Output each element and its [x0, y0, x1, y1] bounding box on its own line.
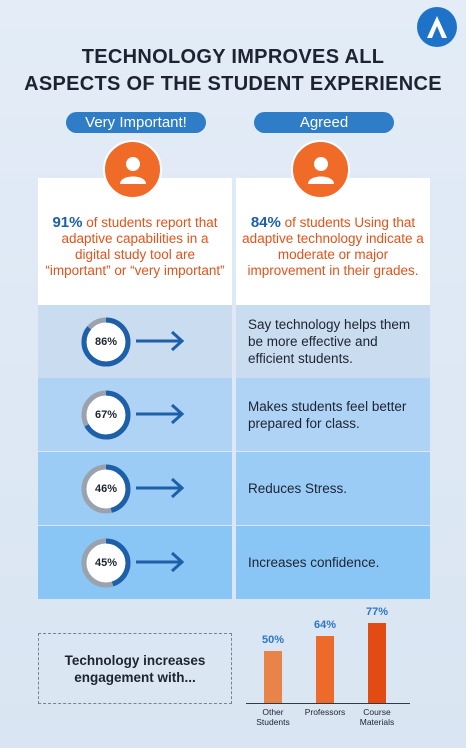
bar-value-label: 50%: [261, 634, 285, 646]
stat-row: 46% Reduces Stress.: [38, 452, 430, 525]
stat-row: 67% Makes students feel better prepared …: [38, 378, 430, 451]
engagement-box: Technology increases engagement with...: [38, 633, 232, 704]
very-important-pill: Very Important!: [66, 112, 206, 133]
bar-value-label: 64%: [313, 619, 337, 632]
bar: [316, 636, 334, 703]
user-silhouette-icon: [103, 140, 162, 199]
progress-ring-fill: [81, 317, 131, 367]
bar-category-label: Course Materials: [359, 707, 395, 727]
title-line-1: TECHNOLOGY IMPROVES ALL: [81, 46, 385, 68]
bar-value-label: 77%: [365, 605, 389, 618]
progress-ring: [81, 464, 131, 514]
bar-category-label: Professors: [304, 707, 346, 717]
bar: [368, 622, 386, 703]
stat-row-text: Reduces Stress.: [248, 481, 348, 496]
progress-ring-label: 86%: [94, 336, 118, 348]
user-silhouette-icon: [291, 140, 350, 199]
right-arrow-icon: [136, 477, 185, 499]
chart-baseline: [246, 703, 410, 704]
stat-card-left: 91% of students report that adaptive cap…: [38, 178, 232, 305]
progress-ring-fill: [81, 538, 131, 588]
progress-ring-label: 67%: [94, 409, 118, 421]
bar-category-label: Other Students: [256, 707, 290, 727]
progress-ring-label: 46%: [94, 483, 118, 495]
stat-card-right-text: 84% of students Using that adaptive tech…: [242, 215, 424, 279]
stat-row-text: Say technology helps them be more effect…: [248, 317, 411, 366]
progress-ring-fill: [81, 464, 131, 514]
stat-card-left-desc: of students report that adaptive capabil…: [45, 215, 225, 278]
progress-ring-fill: [81, 390, 131, 440]
progress-ring: [81, 390, 131, 440]
progress-ring: [81, 317, 131, 367]
stat-card-right-desc: of students Using that adaptive technolo…: [242, 215, 424, 278]
stat-row: 45% Increases confidence.: [38, 526, 430, 599]
right-arrow-icon: [136, 330, 185, 352]
right-arrow-icon: [136, 551, 185, 573]
stat-row: 86% Say technology helps them be more ef…: [38, 305, 430, 378]
bar: [264, 651, 282, 703]
stat-card-left-pct: 91%: [52, 214, 83, 231]
progress-ring: [81, 538, 131, 588]
stat-card-left-text: 91% of students report that adaptive cap…: [44, 215, 226, 279]
right-arrow-icon: [136, 403, 185, 425]
progress-ring-label: 45%: [94, 557, 118, 569]
brand-logo: [417, 7, 457, 47]
title-line-2: ASPECTS OF THE STUDENT EXPERIENCE: [24, 73, 442, 95]
page-title: TECHNOLOGY IMPROVES ALL ASPECTS OF THE S…: [0, 44, 466, 98]
agreed-pill: Agreed: [254, 112, 394, 133]
stat-row-text: Increases confidence.: [248, 555, 380, 570]
a-logo-icon: [427, 16, 447, 38]
stat-card-right: 84% of students Using that adaptive tech…: [236, 178, 430, 305]
stat-card-right-pct: 84%: [250, 214, 281, 231]
stat-row-text: Makes students feel better prepared for …: [248, 398, 407, 431]
